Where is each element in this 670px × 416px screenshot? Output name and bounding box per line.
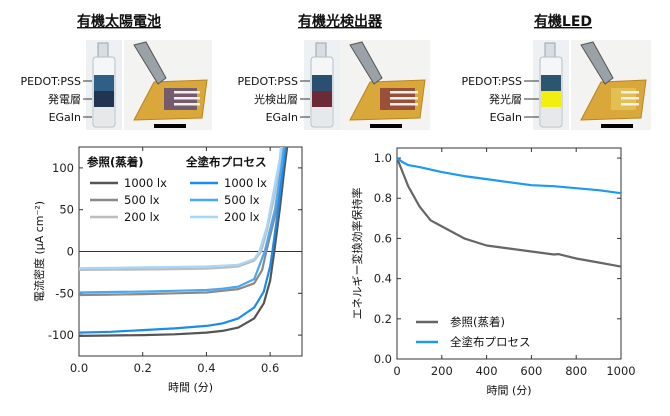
tweezers-icon	[133, 41, 167, 85]
electrode-stripe	[390, 97, 418, 100]
egain-layer	[94, 107, 114, 126]
legend-group-title: 参照(蒸着)	[86, 155, 144, 169]
x-tick-label: 400	[476, 364, 498, 378]
active-layer	[541, 91, 561, 107]
scale-bar	[601, 124, 633, 128]
series-line	[397, 157, 621, 268]
device-panel: 有機光検出器 PEDOT:PSS 光検出層 EGaIn	[237, 13, 430, 130]
series-line	[397, 157, 621, 195]
x-tick-label: 800	[565, 364, 587, 378]
tweezers-icon	[580, 41, 614, 85]
x-tick-label: 0	[393, 364, 400, 378]
y-tick-label: 0.8	[374, 191, 392, 205]
panel-title: 有機LED	[534, 13, 592, 30]
electrode-stripe	[174, 91, 200, 94]
series-line	[79, 147, 287, 297]
legend-label: 200 lx	[224, 210, 260, 224]
legend-label: 参照(蒸着)	[450, 315, 505, 329]
layer-label: EGaIn	[49, 111, 81, 124]
y-tick-label: 100	[52, 161, 74, 175]
jv-curve-chart: 0.0 0.2 0.4 0.6 100 50 0 -50 -100 時間 (分) 電流密度 (μA …	[32, 146, 303, 394]
electrode-stripe	[390, 91, 418, 94]
y-tick-label: 0.0	[374, 352, 392, 366]
layer-label: PEDOT:PSS	[461, 75, 522, 88]
egain-layer	[541, 107, 561, 126]
x-axis-label: 時間 (分)	[486, 384, 531, 397]
legend-group-title: 全塗布プロセス	[185, 155, 267, 169]
panel-title: 有機光検出器	[298, 13, 383, 30]
series-line	[79, 147, 284, 271]
series-lines	[397, 157, 621, 268]
electrode-stripe	[621, 91, 639, 94]
vial-cap-icon	[544, 42, 556, 58]
tweezers-icon	[349, 41, 383, 85]
x-tick-label: 1000	[606, 364, 635, 378]
pedot-layer	[94, 75, 114, 91]
layer-label: 光検出層	[254, 92, 298, 106]
x-tick-label: 600	[520, 364, 542, 378]
plot-area	[396, 147, 622, 360]
layer-label: PEDOT:PSS	[20, 75, 81, 88]
series-line	[79, 147, 286, 294]
electrode-stripe	[621, 97, 639, 100]
layer-label: 発電層	[48, 92, 81, 106]
layer-label: 発光層	[489, 92, 522, 106]
egain-layer	[312, 107, 332, 126]
series-line	[79, 147, 283, 270]
electrode-stripe	[621, 103, 639, 106]
y-tick-label: -50	[55, 286, 74, 300]
legend-label: 1000 lx	[124, 176, 167, 190]
series-lines	[79, 147, 289, 337]
layer-label: EGaIn	[266, 111, 298, 124]
x-tick-label: 0.0	[70, 361, 88, 375]
layer-label: PEDOT:PSS	[237, 75, 298, 88]
y-tick-label: 0.4	[374, 272, 392, 286]
y-tick-label: 0.6	[374, 231, 392, 245]
x-tick-label: 0.2	[134, 361, 152, 375]
y-tick-label: 0	[67, 245, 74, 259]
electrode-stripe	[390, 103, 418, 106]
device-photos: 有機太陽電池 PEDOT:PSS 発電層 EGaIn 有機光検出器 PEDOT:PSS 光検…	[20, 13, 651, 130]
pedot-layer	[541, 75, 561, 91]
legend-label: 500 lx	[224, 193, 260, 207]
scale-bar	[154, 124, 186, 128]
y-tick-label: 1.0	[374, 151, 392, 165]
layer-label: EGaIn	[490, 111, 522, 124]
legend-label: 500 lx	[124, 193, 160, 207]
x-tick-label: 0.4	[197, 361, 215, 375]
electrode-stripe	[174, 97, 200, 100]
pedot-layer	[312, 75, 332, 91]
scale-bar	[370, 124, 402, 128]
y-axis-label: エネルギー変換効率保持率	[350, 188, 364, 320]
x-tick-label: 0.6	[261, 361, 279, 375]
legend-label: 1000 lx	[224, 176, 267, 190]
electrode-stripe	[174, 103, 200, 106]
x-tick-label: 200	[431, 364, 453, 378]
y-axis-label: 電流密度 (μA cm⁻²)	[32, 201, 46, 302]
active-layer	[312, 91, 332, 107]
series-line	[79, 147, 289, 337]
y-tick-label: 0.2	[374, 312, 392, 326]
vial-cap-icon	[315, 42, 327, 58]
stability-chart: 0 200 400 600 800 1000 1.0 0.8 0.6 0.4 0.2 0.0 時間 (分…	[350, 147, 636, 397]
x-axis-label: 時間 (分)	[168, 381, 213, 394]
legend-label: 全塗布プロセス	[450, 335, 531, 349]
device-panel: 有機太陽電池 PEDOT:PSS 発電層 EGaIn	[20, 13, 212, 130]
panel-title: 有機太陽電池	[77, 13, 161, 30]
device-panel: 有機LED PEDOT:PSS 発光層 EGaIn	[461, 13, 651, 130]
series-line	[79, 147, 287, 334]
legend-label: 200 lx	[124, 210, 160, 224]
y-tick-label: 50	[59, 203, 74, 217]
active-layer	[94, 91, 114, 107]
y-tick-label: -100	[48, 328, 74, 342]
vial-cap-icon	[97, 42, 109, 58]
